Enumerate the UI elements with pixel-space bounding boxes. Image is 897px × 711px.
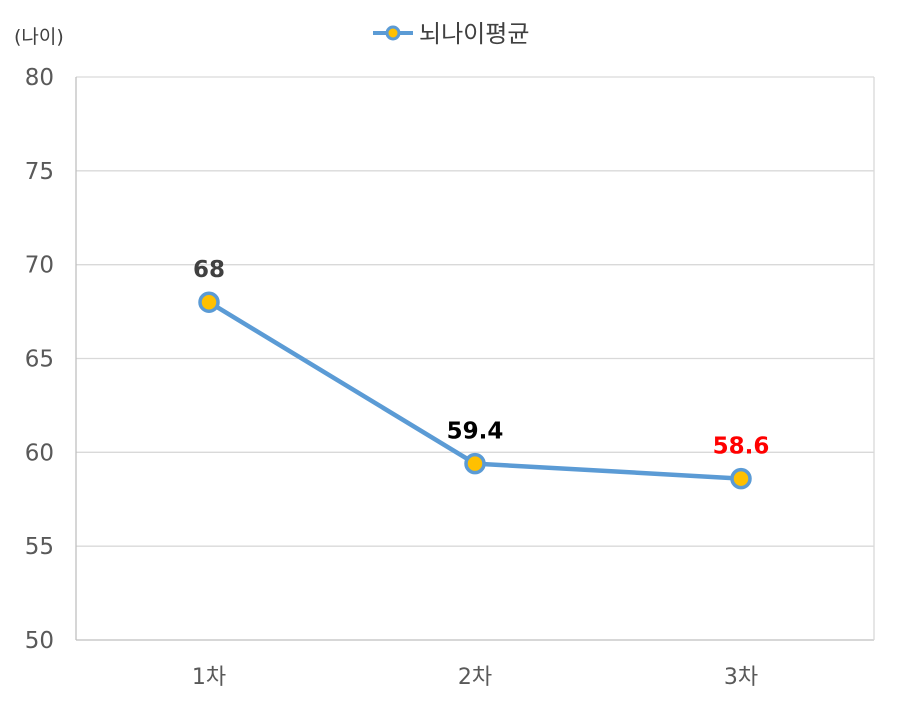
- legend-label: 뇌나이평균: [419, 20, 529, 48]
- y-tick-labels: 50 55 60 65 70 75 80: [25, 65, 54, 654]
- y-tick-label: 65: [25, 347, 54, 373]
- data-point-marker: [464, 452, 486, 475]
- series-line-layer: [198, 291, 752, 490]
- y-tick-label: 80: [25, 65, 54, 91]
- y-tick-label: 60: [25, 440, 54, 466]
- x-tick-label: 1차: [192, 665, 226, 690]
- y-tick-label: 70: [25, 253, 54, 279]
- y-tick-label: 50: [25, 628, 54, 654]
- x-tick-label: 3차: [724, 665, 758, 690]
- data-labels: 68 59.4 58.6: [193, 257, 769, 459]
- y-axis-label: (나이): [14, 26, 64, 48]
- x-tick-labels: 1차 2차 3차: [192, 665, 758, 690]
- y-tick-label: 55: [25, 534, 54, 560]
- data-label: 58.6: [713, 434, 770, 460]
- legend: 뇌나이평균: [373, 20, 529, 48]
- data-label: 59.4: [447, 419, 504, 445]
- data-point-marker: [198, 291, 220, 313]
- data-label: 68: [193, 257, 225, 283]
- axes: [75, 77, 875, 641]
- legend-marker-icon: [385, 25, 401, 41]
- data-point-marker: [730, 467, 752, 490]
- gridlines: [76, 76, 874, 547]
- y-tick-label: 75: [25, 159, 54, 185]
- x-tick-label: 2차: [458, 665, 492, 690]
